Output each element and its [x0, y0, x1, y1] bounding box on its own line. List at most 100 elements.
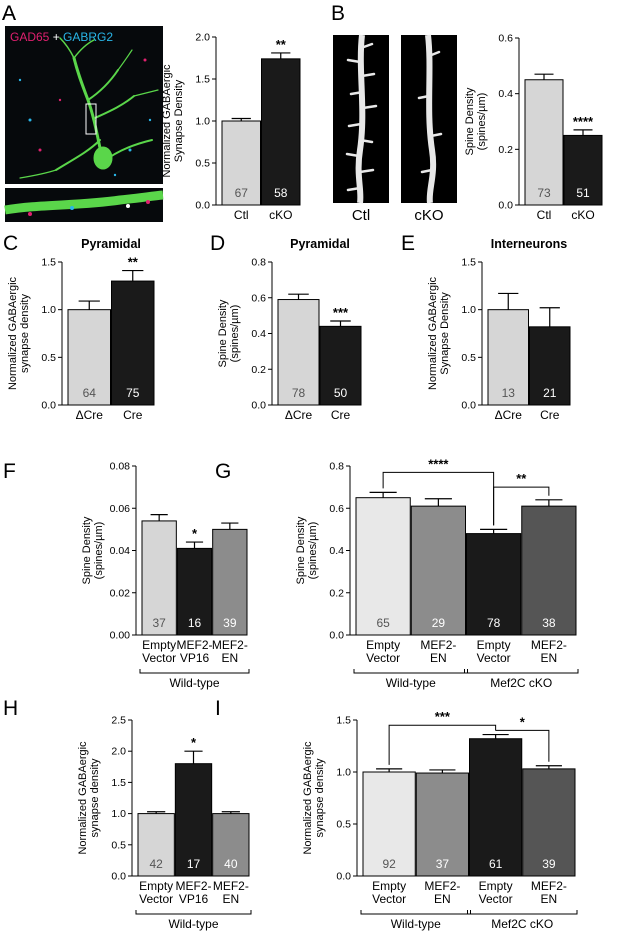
x-category-line: Empty	[142, 638, 176, 652]
y-tick-label-f: 0.08	[110, 461, 131, 473]
bar-c	[111, 280, 155, 406]
chart-title-d: Pyramidal	[290, 237, 350, 251]
chart-d: D Pyramidal 0.0 0.2 0.4 0.6 0.8 Spine Density(s…	[210, 232, 362, 422]
panel-label-b: B	[331, 2, 345, 25]
bar-f	[212, 528, 248, 636]
y-tick-label-f: 0.00	[110, 630, 131, 642]
bar-i	[522, 768, 576, 877]
x-category-b: cKO	[571, 208, 594, 222]
bar-a	[221, 120, 261, 206]
group-label-i: Wild-type	[391, 917, 441, 931]
y-axis-label-line: Normalized GABAergic	[302, 741, 314, 855]
x-category-a: cKO	[269, 208, 292, 222]
chart-title-e: Interneurons	[491, 237, 567, 251]
y-tick-label-d: 0.0	[251, 400, 266, 412]
bar-h	[174, 763, 213, 877]
y-tick-label-e: 0.0	[461, 400, 476, 412]
y-tick-label-g: 0.4	[329, 545, 344, 557]
x-category-line: MEF2-	[213, 879, 249, 893]
puncta	[18, 58, 152, 177]
y-tick-label-c: 1.5	[41, 257, 56, 269]
y-tick-label-b: 0.4	[498, 88, 513, 100]
panel-b-images: B Ctl cKO	[331, 2, 457, 224]
y-tick-label-d: 0.6	[251, 292, 266, 304]
x-category-f: MEF2-EN	[212, 638, 248, 665]
n-label-c: 64	[83, 386, 97, 400]
y-tick-label-i: 1.0	[336, 767, 351, 779]
n-label-h: 17	[187, 857, 201, 871]
x-category-i: Empty Vector	[479, 879, 513, 906]
y-tick-label-b: 0.6	[498, 33, 513, 45]
bar-e	[529, 326, 571, 406]
significance-f: *	[192, 526, 198, 541]
y-tick-label-c: 0.5	[41, 352, 56, 364]
x-category-line: MEF2-	[531, 879, 567, 893]
y-axis-label-line: (spines/µm)	[93, 522, 105, 580]
y-axis-label-line: Spine Density	[464, 87, 476, 155]
panel-label-h: H	[3, 697, 18, 720]
bar-h	[137, 813, 175, 877]
y-axis-label-line: synapse density	[89, 758, 101, 837]
n-label-g: 78	[487, 616, 501, 630]
x-category-line: Vector	[372, 892, 406, 906]
x-category-line: Empty	[477, 638, 511, 652]
n-label-g: 65	[376, 616, 390, 630]
y-axis-label-g: Spine Density(spines/µm)	[295, 516, 319, 584]
y-tick-label-g: 0.8	[329, 461, 344, 473]
chart-f: F 0.00 0.02 0.04 0.06 0.08 Spine Density(spine…	[3, 460, 250, 690]
x-category-line: MEF2-	[176, 879, 212, 893]
y-tick-label-e: 1.0	[461, 304, 476, 316]
y-tick-label-f: 0.06	[110, 503, 131, 515]
n-label-b: 73	[537, 186, 551, 200]
label-plus: +	[49, 30, 63, 44]
n-label-e: 21	[543, 386, 557, 400]
chart-e: E Interneurons 0.0 0.5 1.0 1.5 Normalized GABA…	[401, 232, 571, 422]
y-axis-label-a: Normalized GABAergicSynapse Density	[161, 64, 185, 178]
bracket-i	[388, 724, 497, 765]
y-axis-label-line: synapse density	[19, 294, 31, 373]
x-category-line: Cre	[331, 408, 351, 422]
x-category-line: Vector	[366, 651, 400, 665]
n-label-g: 38	[542, 616, 556, 630]
panel-a-micrograph: A GAD65 + GABRG2	[2, 2, 164, 222]
y-tick-label-b: 0.2	[498, 144, 513, 156]
x-category-line: EN	[541, 651, 558, 665]
y-tick-label-a: 2.0	[195, 32, 210, 44]
x-category-h: MEF2-EN	[213, 879, 249, 906]
panel-label-e: E	[401, 232, 415, 255]
panel-label-d: D	[210, 232, 225, 255]
bar-g	[521, 505, 577, 636]
x-category-h: Empty Vector	[139, 879, 173, 906]
y-axis-label-e: Normalized GABAergicSynapse Density	[427, 276, 451, 390]
bracket-g	[493, 486, 550, 526]
n-label-h: 40	[224, 857, 238, 871]
n-label-a: 58	[274, 186, 288, 200]
x-category-e: ΔCre	[495, 408, 523, 422]
n-label-e: 13	[502, 386, 516, 400]
bar-i	[469, 738, 523, 877]
x-category-line: VP16	[180, 651, 210, 665]
y-axis-label-line: (spines/µm)	[307, 522, 319, 580]
group-label-h: Wild-type	[168, 917, 218, 931]
x-category-a: Ctl	[234, 208, 249, 222]
y-axis-label-line: Normalized GABAergic	[161, 64, 173, 178]
significance-c: **	[128, 255, 139, 270]
x-category-line: EN	[434, 892, 451, 906]
y-tick-label-a: 0.0	[195, 200, 210, 212]
group-bracket-h	[135, 910, 252, 915]
y-tick-label-d: 0.8	[251, 257, 266, 269]
y-axis-label-line: Spine Density	[217, 299, 229, 367]
x-category-g: Empty Vector	[477, 638, 511, 665]
chart-g: G 0.0 0.2 0.4 0.6 0.8 Spine Density(spines/µm)…	[215, 456, 579, 690]
group-bracket-f	[139, 669, 250, 674]
bar-g	[410, 505, 466, 636]
x-category-d: ΔCre	[285, 408, 313, 422]
y-tick-label-c: 1.0	[41, 304, 56, 316]
x-category-line: cKO	[269, 208, 292, 222]
chart-b: 0.0 0.2 0.4 0.6 Spine Density(spines/µm) 73 Ct…	[464, 33, 603, 222]
y-tick-label-g: 0.2	[329, 587, 344, 599]
x-category-d: Cre	[331, 408, 351, 422]
n-label-d: 78	[292, 386, 306, 400]
